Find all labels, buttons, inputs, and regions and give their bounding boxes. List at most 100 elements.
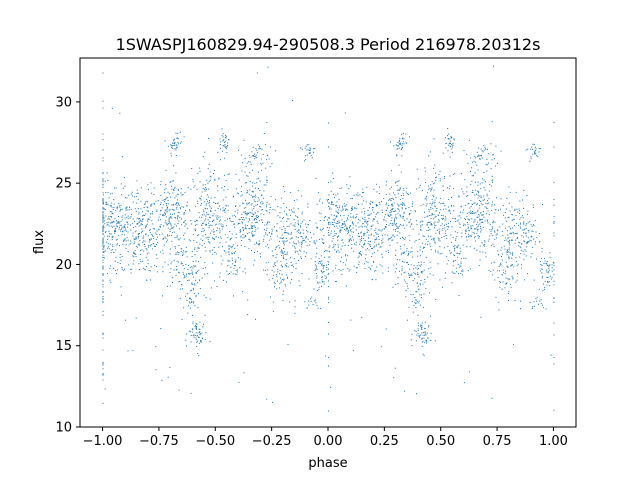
data-point — [102, 220, 104, 222]
data-point — [201, 224, 203, 226]
data-point — [377, 233, 379, 235]
y-tick-label: 15 — [55, 339, 72, 354]
data-point — [316, 275, 318, 277]
data-point — [102, 310, 104, 312]
data-point — [341, 256, 342, 258]
data-point — [475, 157, 477, 159]
data-point — [315, 299, 317, 301]
data-point — [408, 306, 410, 308]
data-point — [102, 230, 104, 232]
data-point — [150, 204, 152, 206]
data-point — [400, 171, 402, 173]
data-point — [488, 238, 490, 240]
data-point — [522, 250, 524, 252]
data-point — [125, 197, 126, 199]
data-point — [271, 250, 273, 252]
data-point — [405, 207, 407, 209]
data-point — [327, 261, 329, 263]
data-point — [477, 181, 479, 183]
data-point — [102, 368, 104, 370]
data-point — [381, 242, 383, 244]
data-point — [140, 187, 142, 189]
data-point — [313, 148, 315, 150]
data-point — [432, 237, 434, 239]
data-point — [233, 252, 235, 254]
data-point — [454, 173, 456, 175]
data-point — [210, 211, 212, 212]
data-point — [148, 245, 150, 247]
data-point — [191, 250, 193, 252]
data-point — [518, 241, 520, 243]
data-point — [279, 247, 281, 249]
data-point — [303, 219, 305, 221]
data-point — [319, 200, 320, 202]
data-point — [301, 195, 302, 197]
data-point — [196, 188, 198, 190]
data-point — [511, 232, 513, 234]
data-point — [121, 268, 123, 270]
data-point — [494, 221, 496, 223]
data-point — [393, 229, 395, 231]
data-point — [332, 238, 334, 239]
data-point — [102, 157, 104, 159]
data-point — [435, 179, 437, 181]
data-point — [403, 253, 405, 254]
data-point — [160, 209, 162, 211]
data-point — [432, 274, 434, 276]
data-point — [330, 181, 332, 183]
data-point — [252, 235, 253, 236]
data-point — [123, 270, 125, 272]
data-point — [400, 148, 402, 150]
data-point — [251, 232, 252, 234]
data-point — [148, 270, 150, 271]
data-point — [422, 340, 424, 342]
x-tick-label: −0.75 — [139, 434, 179, 449]
data-point — [321, 238, 323, 240]
data-point — [389, 211, 391, 213]
data-point — [352, 223, 354, 224]
data-point — [183, 206, 184, 208]
data-point — [457, 256, 459, 258]
data-point — [157, 242, 159, 243]
data-point — [491, 121, 493, 123]
data-point — [171, 204, 173, 206]
data-point — [252, 190, 254, 192]
data-point — [222, 140, 224, 142]
data-point — [428, 188, 430, 190]
data-point — [232, 196, 234, 198]
data-point — [212, 253, 214, 255]
data-point — [188, 264, 189, 266]
data-point — [162, 252, 164, 254]
data-point — [474, 228, 475, 230]
data-point — [284, 191, 286, 193]
data-point — [323, 265, 325, 267]
data-point — [336, 250, 338, 252]
data-point — [107, 235, 109, 237]
data-point — [125, 244, 127, 246]
data-point — [376, 266, 378, 268]
data-point — [551, 264, 553, 266]
data-point — [449, 252, 451, 254]
data-point — [360, 239, 362, 241]
data-point — [177, 141, 179, 143]
data-point — [293, 258, 295, 260]
data-point — [260, 206, 262, 208]
data-point — [380, 346, 382, 348]
data-point — [215, 236, 217, 238]
data-point — [198, 293, 199, 295]
data-point — [162, 204, 164, 206]
data-point — [135, 236, 137, 238]
data-point — [170, 196, 171, 198]
data-point — [186, 250, 188, 252]
data-point — [485, 202, 487, 204]
data-point — [248, 218, 250, 220]
data-point — [140, 249, 142, 251]
data-point — [109, 279, 111, 281]
data-point — [368, 234, 370, 236]
data-point — [318, 212, 320, 214]
data-point — [246, 190, 248, 192]
data-point — [130, 193, 132, 195]
data-point — [102, 362, 104, 363]
data-point — [300, 226, 302, 228]
data-point — [332, 247, 334, 249]
